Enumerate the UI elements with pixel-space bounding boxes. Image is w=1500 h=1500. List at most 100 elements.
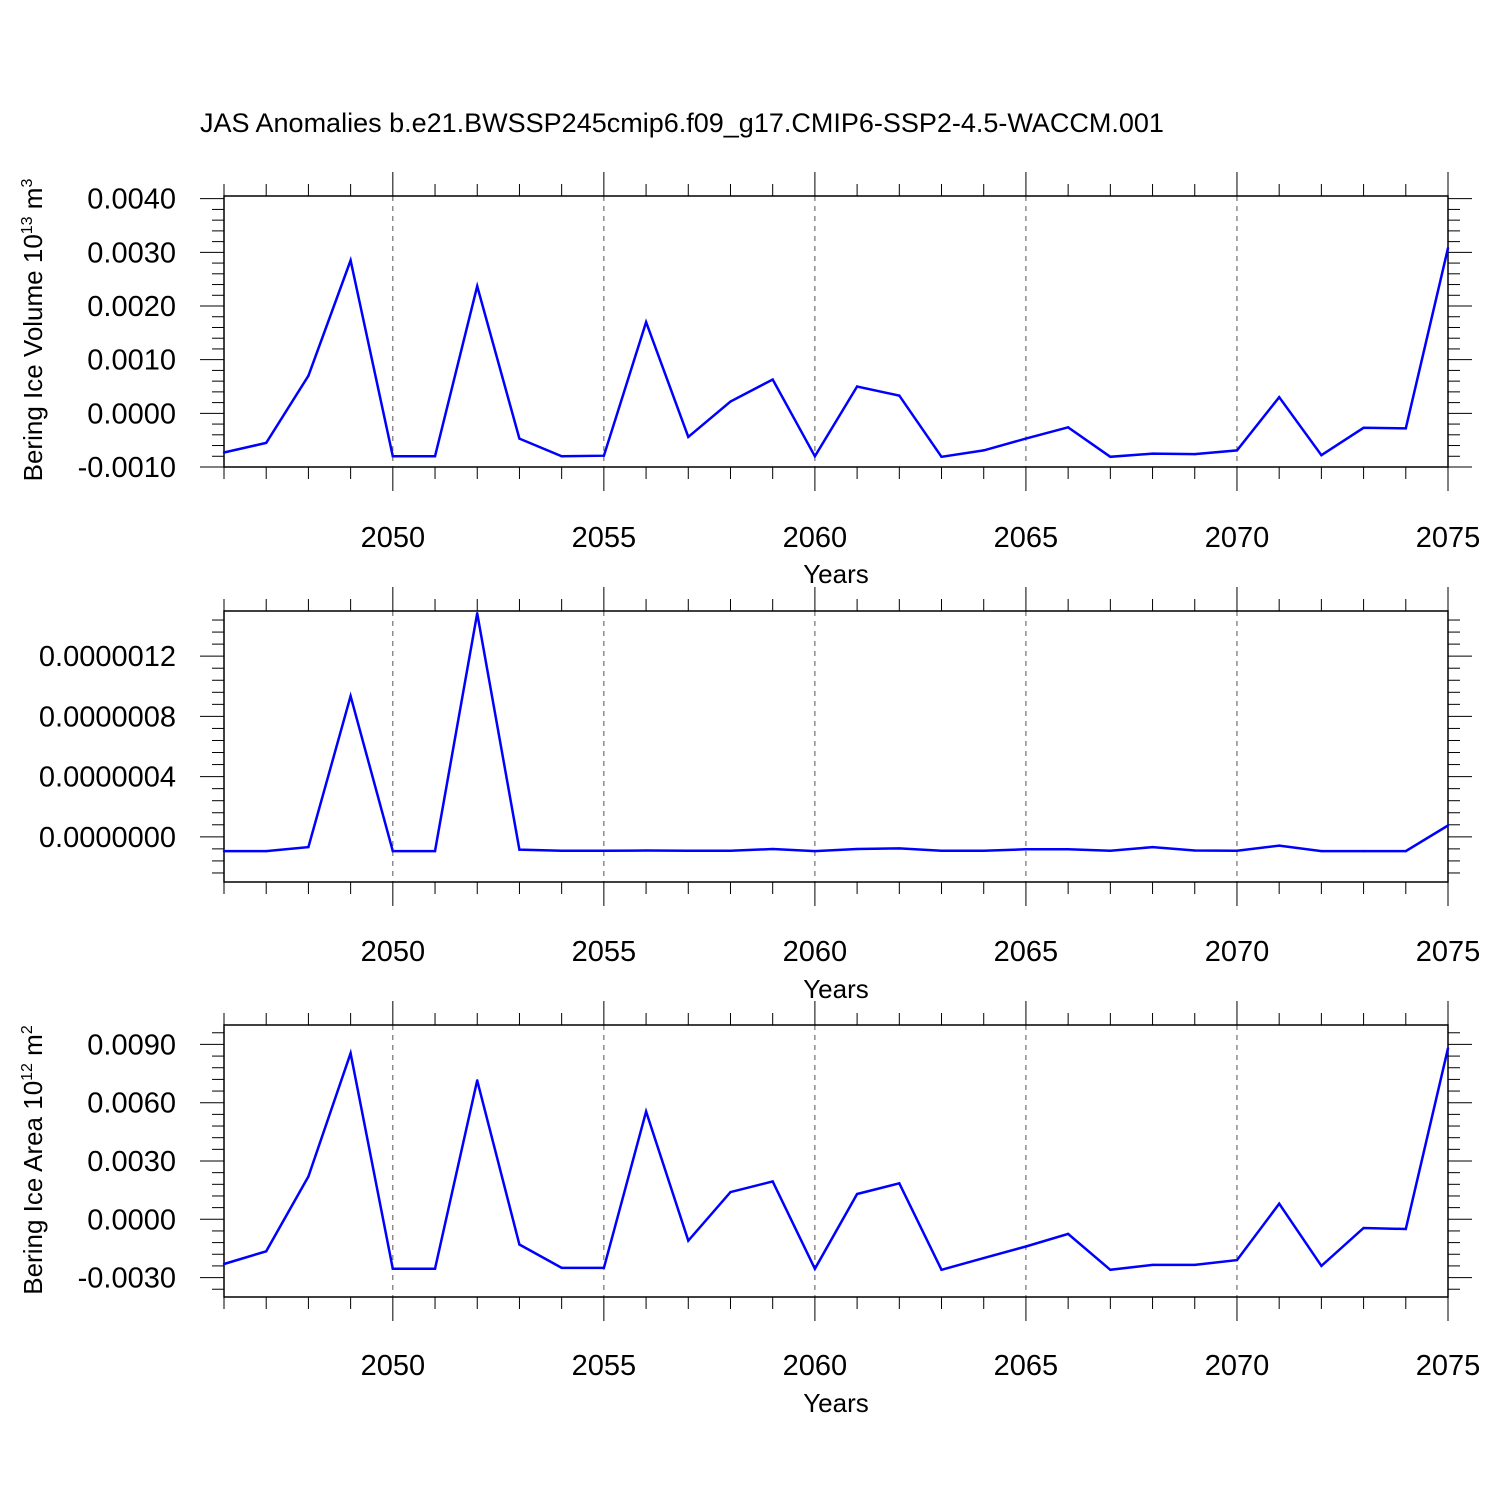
data-point (560, 1266, 563, 1270)
x-tick-label: 2055 (572, 936, 637, 968)
data-point (433, 455, 437, 458)
data-point (855, 1192, 859, 1196)
data-point (1193, 1263, 1196, 1267)
data-point (349, 694, 352, 698)
y-tick-label: 0.0000000 (39, 822, 176, 854)
data-point (265, 1250, 268, 1253)
data-point (729, 400, 732, 403)
data-point (222, 849, 226, 853)
data-point (1277, 844, 1281, 847)
data-point (687, 849, 690, 853)
data-point (940, 1268, 943, 1272)
y-axis-title-text: Bering Ice Volume 10 (18, 234, 48, 481)
data-point (771, 378, 774, 381)
data-point (222, 451, 226, 454)
data-point (560, 849, 563, 853)
chart-panels: -0.0010 0.0000 0.0010 0.0020 0.0030 0.0040 205… (18, 172, 1480, 1418)
y-axis-title-exponent: 13 (19, 216, 36, 234)
data-point (1320, 453, 1323, 457)
y-axis-title-text: Bering Ice Area 10 (18, 1081, 48, 1295)
x-axis-title: Years (803, 1388, 869, 1418)
x-tick-label: 2070 (1205, 1350, 1270, 1382)
x-tick-label: 2065 (994, 936, 1059, 968)
data-point (1024, 1245, 1028, 1248)
data-point (265, 849, 268, 853)
data-point (433, 1267, 437, 1271)
data-point (602, 849, 606, 853)
series-line (224, 613, 1449, 853)
data-point (476, 1079, 479, 1082)
data-point (644, 320, 648, 324)
data-point (602, 454, 606, 457)
data-point (391, 849, 395, 853)
data-point (1362, 849, 1365, 853)
data-point (982, 849, 985, 853)
data-point (855, 847, 859, 851)
series-line (223, 1048, 1450, 1272)
data-point (1320, 1264, 1323, 1268)
x-axis-title: Years (803, 974, 869, 1004)
y-tick-label: 0.0030 (87, 237, 176, 269)
y-tick-label: 0.0010 (87, 345, 176, 377)
data-point (602, 1266, 606, 1270)
data-point (349, 259, 352, 262)
data-point (391, 455, 395, 458)
data-point (391, 1267, 395, 1271)
x-tick-label: 2075 (1416, 1350, 1481, 1382)
x-tick-label: 2060 (783, 936, 848, 968)
data-point (982, 1256, 985, 1260)
y-tick-label: 0.0090 (87, 1029, 176, 1061)
y-tick-label: -0.0010 (78, 452, 176, 484)
data-point (518, 1243, 521, 1246)
y-tick-label: 0.0000008 (39, 701, 176, 733)
data-point (1446, 1047, 1450, 1050)
data-point (1066, 848, 1070, 851)
x-tick-label: 2050 (361, 936, 426, 968)
data-point (940, 849, 943, 853)
chart-panel-3: -0.0030 0.0000 0.0030 0.0060 0.0090 2050 2055 2… (18, 1001, 1480, 1418)
data-point (560, 455, 563, 458)
data-point (1109, 1268, 1112, 1272)
data-point (1151, 845, 1154, 849)
data-point (1109, 849, 1112, 853)
data-point (813, 455, 817, 458)
x-tick-label: 2055 (572, 1350, 637, 1382)
data-point (1151, 1263, 1154, 1267)
data-point (898, 847, 901, 850)
data-point (940, 455, 943, 459)
data-point (518, 848, 521, 851)
data-point (1320, 849, 1323, 853)
data-point (349, 1051, 352, 1055)
data-point (813, 1267, 817, 1271)
y-axis-title-unit: m (18, 1034, 48, 1063)
y-tick-label: 0.0020 (87, 291, 176, 323)
data-point (265, 441, 268, 445)
x-tick-label: 2060 (783, 1350, 848, 1382)
data-point (1277, 1202, 1281, 1205)
data-point (898, 394, 901, 397)
data-point (813, 849, 817, 853)
x-tick-label: 2050 (361, 522, 426, 554)
data-point (307, 374, 310, 377)
y-axis-title: Bering Ice Volume 1013 m3 (18, 179, 48, 482)
data-point (771, 1180, 774, 1183)
y-axis-title-unit-exponent: 2 (19, 1025, 36, 1034)
data-point (1404, 1227, 1407, 1231)
y-axis-title-unit-exponent: 3 (19, 179, 36, 188)
data-point (1024, 848, 1028, 851)
data-point (307, 1175, 310, 1178)
plot-frame (223, 1024, 1449, 1298)
y-tick-label: 0.0060 (87, 1088, 176, 1120)
data-point (687, 435, 690, 439)
data-point (644, 1110, 648, 1113)
data-point (1235, 1258, 1239, 1262)
x-axis-title: Years (803, 559, 869, 589)
y-tick-label: 0.0030 (87, 1146, 176, 1178)
chart-title: JAS Anomalies b.e21.BWSSP245cmip6.f09_g1… (200, 108, 1164, 138)
y-axis-title-unit: m (18, 188, 48, 217)
y-tick-label: 0.0000 (87, 1204, 176, 1236)
data-point (1151, 452, 1154, 455)
data-point (982, 449, 985, 452)
data-point (855, 385, 859, 388)
